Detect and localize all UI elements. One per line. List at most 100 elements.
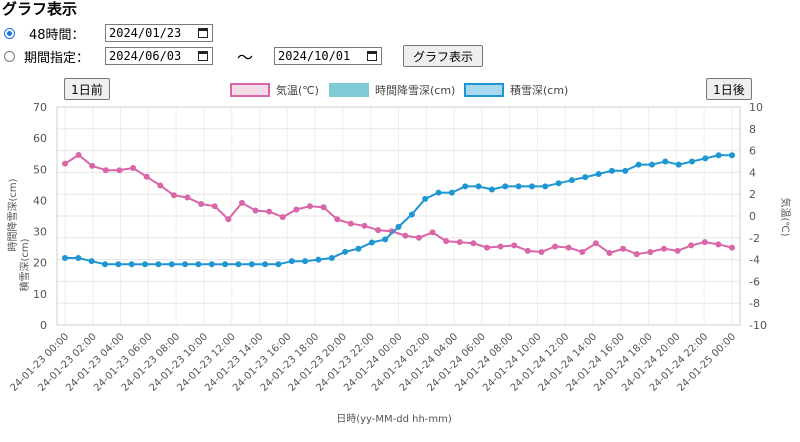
grid-lines [56, 106, 741, 326]
temperature-point [89, 162, 96, 169]
snow-depth-point [502, 183, 509, 190]
temperature-point [307, 203, 314, 210]
y-axis-label-left-1: 時間降雪深(cm) [6, 178, 19, 251]
temperature-point [143, 173, 150, 180]
snow-depth-point [555, 180, 562, 187]
option-range-radio[interactable] [4, 51, 15, 62]
snow-depth-point [275, 261, 282, 268]
legend: 気温(℃) 時間降雪深(cm) 積雪深(cm) [230, 83, 568, 97]
range-separator: ～ [237, 48, 254, 67]
snow-depth-point [182, 261, 189, 268]
temperature-point [238, 199, 245, 206]
temperature-point [429, 229, 436, 236]
snow-depth-point [568, 177, 575, 184]
right-tick-label: -2 [749, 232, 760, 245]
snow-depth-point [208, 261, 215, 268]
right-axis-ticks: -10 -8 -6 -4 -2 0 2 4 6 8 10 [749, 101, 767, 332]
snow-depth-point [475, 183, 482, 190]
legend-label: 気温(℃) [276, 83, 319, 97]
temperature-point [660, 245, 667, 252]
option-48h-label: 48時間： [29, 28, 85, 43]
next-day-button[interactable]: 1日後 [706, 78, 752, 100]
plot-border [56, 106, 741, 326]
calendar-icon[interactable] [198, 51, 208, 61]
right-tick-label: -6 [749, 275, 760, 288]
range-start-input[interactable]: 2024/06/03 [105, 47, 213, 65]
snow-depth-point [262, 261, 269, 268]
temperature-point [279, 214, 286, 221]
snow-depth-point [302, 258, 309, 265]
temperature-point [647, 248, 654, 255]
snow-depth-point [102, 261, 109, 268]
temperature-point [579, 248, 586, 255]
left-tick-label: 30 [33, 226, 47, 239]
temperature-point [715, 241, 722, 248]
left-tick-label: 20 [33, 257, 47, 270]
snow-depth-point [62, 255, 68, 262]
show-graph-button[interactable]: グラフ表示 [403, 45, 483, 67]
right-tick-label: 4 [749, 166, 756, 179]
temperature-point [198, 201, 205, 208]
left-tick-label: 10 [33, 288, 47, 301]
right-tick-label: 10 [749, 101, 763, 114]
snow-depth-point [315, 256, 322, 263]
legend-swatch [329, 83, 369, 97]
x-axis-label: 日時(yy-MM-dd hh-mm) [336, 413, 452, 425]
right-tick-label: -10 [749, 319, 767, 332]
prev-day-button[interactable]: 1日前 [64, 78, 110, 100]
snow-depth-point [222, 261, 229, 268]
right-tick-label: 2 [749, 188, 756, 201]
snow-depth-point [328, 255, 335, 262]
temperature-point [511, 242, 518, 249]
temperature-point [633, 251, 640, 258]
temperature-point [456, 239, 463, 246]
temperature-point [293, 206, 300, 213]
temperature-point [211, 203, 218, 210]
series-temperature [62, 151, 735, 258]
right-tick-label: 8 [749, 123, 756, 136]
snow-depth-point [729, 152, 735, 159]
temperature-point [157, 182, 164, 189]
option-range-row: 期間指定： [4, 47, 89, 66]
snow-depth-point [675, 161, 682, 168]
temperature-point [538, 248, 545, 255]
left-tick-label: 50 [33, 163, 47, 176]
temperature-point [116, 167, 123, 174]
range-start-value: 2024/06/03 [109, 49, 182, 63]
left-axis-ticks: 0 10 20 30 40 50 60 70 [33, 101, 47, 332]
option-48h-radio[interactable] [4, 28, 15, 39]
temperature-point [565, 244, 572, 251]
calendar-icon[interactable] [198, 28, 208, 38]
snow-depth-point [355, 245, 362, 252]
legend-label: 時間降雪深(cm) [375, 83, 455, 97]
legend-swatch [464, 83, 504, 97]
snow-depth-point [382, 236, 389, 243]
calendar-icon[interactable] [367, 51, 377, 61]
snow-depth-point [662, 158, 669, 165]
snow-depth-point [488, 186, 495, 193]
snow-depth-point [195, 261, 202, 268]
range-end-value: 2024/10/01 [278, 49, 351, 63]
snow-depth-point [608, 167, 615, 174]
temperature-point [729, 244, 735, 251]
range-end-input[interactable]: 2024/10/01 [274, 47, 382, 65]
left-tick-label: 70 [33, 101, 47, 114]
snow-depth-point [462, 183, 469, 190]
temperature-point [75, 151, 82, 158]
snow-depth-point [115, 261, 122, 268]
snow-depth-point [368, 239, 375, 246]
snow-depth-point [688, 158, 695, 165]
snow-depth-point [235, 261, 242, 268]
temperature-point [130, 165, 137, 172]
date-48h-input[interactable]: 2024/01/23 [105, 24, 213, 42]
temperature-point [375, 227, 382, 234]
temperature-point [701, 239, 708, 246]
temperature-point [443, 238, 450, 245]
snow-depth-point [128, 261, 135, 268]
snow-depth-point [422, 195, 429, 202]
snow-depth-point [448, 189, 455, 196]
temperature-point [225, 216, 232, 223]
right-tick-label: 0 [749, 210, 756, 223]
temperature-point [361, 222, 368, 229]
